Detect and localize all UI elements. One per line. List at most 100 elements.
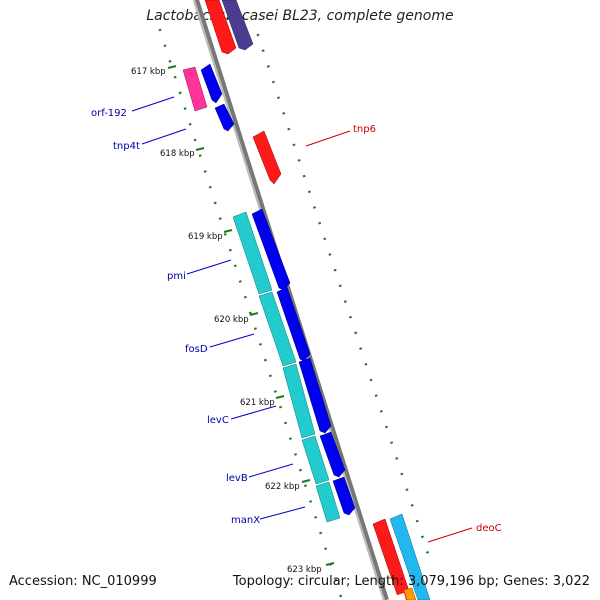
tick-dot <box>298 468 303 472</box>
gene-label-manX[interactable]: manX <box>231 515 260 526</box>
leader-deoC <box>427 527 473 543</box>
inner-tick-ring <box>158 28 343 598</box>
tick-dot <box>379 409 383 413</box>
tick-dot <box>243 295 247 299</box>
kbp-tick <box>275 395 285 399</box>
accession-text: Accession: NC_010999 <box>9 574 157 589</box>
gene-tnp4t[interactable] <box>214 103 235 132</box>
gene-top-red[interactable] <box>204 0 237 55</box>
kbp-label: 622 kbp <box>265 482 300 492</box>
tick-dot <box>248 311 252 315</box>
kbp-tick <box>249 312 259 316</box>
gene-orange[interactable] <box>403 587 417 600</box>
gene-617-blue-a[interactable] <box>200 63 223 104</box>
tick-dot <box>263 358 267 362</box>
tick-dot <box>323 237 327 241</box>
tick-dot <box>309 500 313 503</box>
leader-manX <box>259 506 306 520</box>
gene-blue-levC[interactable] <box>298 357 332 434</box>
tick-dot <box>369 378 373 382</box>
tick-dot <box>203 170 207 173</box>
tick-dot <box>348 315 353 319</box>
gene-label-levC[interactable]: levC <box>207 415 229 426</box>
leader-pmi <box>186 259 232 275</box>
tick-dot <box>228 248 232 252</box>
gene-deoC-sky[interactable] <box>389 513 431 600</box>
tick-dot <box>410 504 414 507</box>
tick-dot <box>276 96 281 100</box>
kbp-tick <box>167 65 177 69</box>
tick-dot <box>364 362 368 366</box>
tick-dot <box>293 453 298 456</box>
gene-deoC-red[interactable] <box>372 518 413 600</box>
tick-dot <box>282 112 286 115</box>
tick-dot <box>400 472 404 476</box>
gene-cyan-levC[interactable] <box>282 363 316 439</box>
tick-dot <box>420 535 424 539</box>
gene-features <box>182 0 431 600</box>
tick-dot <box>324 547 328 551</box>
kbp-markers: 617 kbp 618 kbp 619 kbp 620 kbp 621 kbp … <box>131 65 335 575</box>
gene-label-deoC[interactable]: deoC <box>476 523 502 534</box>
tick-dot <box>188 122 192 126</box>
leader-levB <box>248 463 294 478</box>
tick-dot <box>163 44 167 48</box>
tick-dot <box>312 206 317 209</box>
gene-blue-manX[interactable] <box>332 476 356 516</box>
tick-dot <box>183 107 187 110</box>
gene-cyan-pmi[interactable] <box>232 211 273 295</box>
tick-dot <box>173 75 177 79</box>
tick-dot <box>319 531 323 535</box>
tick-dot <box>425 551 430 554</box>
kbp-tick <box>325 562 335 566</box>
leader-orf-192 <box>131 96 175 112</box>
gene-label-levB[interactable]: levB <box>226 473 248 484</box>
gene-tnp6[interactable] <box>252 130 282 185</box>
gene-label-tnp6[interactable]: tnp6 <box>353 124 376 135</box>
tick-dot <box>395 457 399 460</box>
tick-dot <box>415 519 419 523</box>
gene-blue-pmi[interactable] <box>251 208 291 291</box>
tick-dot <box>328 253 332 256</box>
tick-dot <box>302 174 306 178</box>
gene-orf-192[interactable] <box>182 66 208 112</box>
tick-dot <box>359 347 363 350</box>
tick-dot <box>233 264 237 268</box>
tick-dot <box>258 343 262 346</box>
tick-dot <box>266 65 270 68</box>
gene-top-purple[interactable] <box>221 0 254 51</box>
tick-dot <box>256 33 260 37</box>
tick-dot <box>307 190 311 194</box>
gene-label-orf-192[interactable]: orf-192 <box>91 108 127 119</box>
gene-cyan-manX[interactable] <box>315 481 341 523</box>
tick-dot <box>158 28 162 32</box>
tick-dot <box>193 138 197 142</box>
gene-blue-fosD[interactable] <box>276 286 311 362</box>
tick-dot <box>278 405 283 409</box>
leader-fosD <box>209 333 255 348</box>
leader-levC <box>230 405 277 420</box>
tick-dot <box>354 331 358 335</box>
tick-dot <box>384 425 388 429</box>
gene-label-fosD[interactable]: fosD <box>185 344 208 355</box>
gene-blue-levB[interactable] <box>319 431 346 478</box>
kbp-tick <box>223 229 233 233</box>
tick-dot <box>405 488 409 492</box>
gene-label-pmi[interactable]: pmi <box>167 271 186 282</box>
tick-dot <box>318 221 322 225</box>
tick-dot <box>333 268 337 272</box>
tick-dot <box>288 437 293 441</box>
gene-label-tnp4t[interactable]: tnp4t <box>113 141 140 152</box>
tick-dot <box>168 60 172 63</box>
tick-dot <box>343 300 347 303</box>
tick-dot <box>261 49 265 53</box>
tick-dot <box>390 441 394 445</box>
tick-dot <box>334 578 338 582</box>
gene-cyan-levB[interactable] <box>301 435 330 485</box>
tick-dot <box>338 284 342 288</box>
kbp-label: 617 kbp <box>131 67 166 77</box>
gene-cyan-fosD[interactable] <box>258 291 297 367</box>
tick-dot <box>213 201 217 205</box>
